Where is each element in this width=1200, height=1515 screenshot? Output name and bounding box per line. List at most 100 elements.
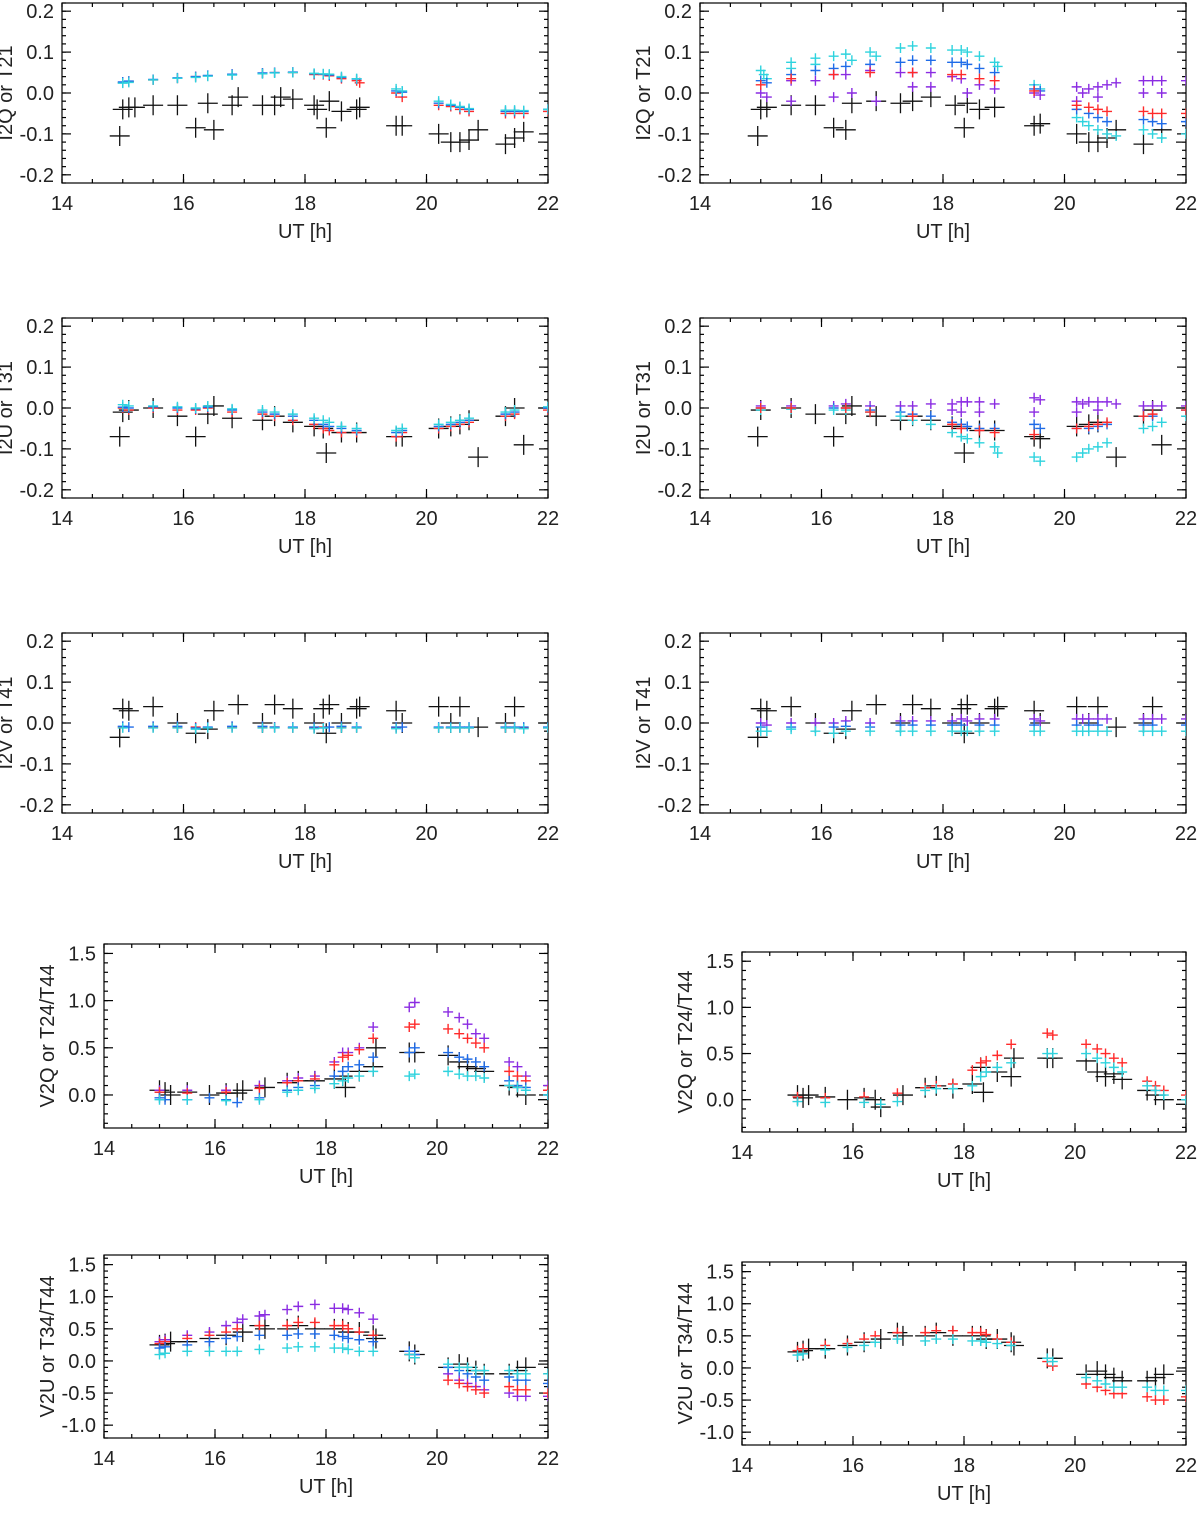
data-point-red: [462, 1033, 473, 1044]
data-point-cyan: [309, 723, 320, 734]
data-point-cyan: [269, 67, 280, 78]
data-point-purple: [1111, 77, 1122, 88]
data-point-cyan: [318, 722, 329, 733]
data-point-red: [907, 411, 918, 422]
data-point-cyan: [865, 47, 876, 58]
data-point-black: [823, 426, 844, 447]
y-tick-label: 0.1: [664, 357, 692, 379]
data-point-red: [931, 1325, 942, 1336]
data-point-blue: [895, 57, 906, 68]
data-point-black: [954, 117, 975, 138]
data-point-red: [443, 1023, 454, 1034]
data-point-cyan: [992, 61, 1003, 72]
x-tick-label: 22: [537, 1448, 559, 1470]
data-point-cyan: [504, 1365, 515, 1376]
data-point-cyan: [1147, 421, 1158, 432]
x-axis-label: UT [h]: [916, 221, 970, 243]
data-point-cyan: [947, 45, 958, 56]
data-point-black: [1095, 1066, 1116, 1087]
data-point-black: [459, 130, 480, 151]
data-point-cyan: [117, 722, 128, 733]
series-purple: [154, 997, 548, 1096]
x-tick-label: 22: [537, 1138, 559, 1160]
data-point-cyan: [975, 1071, 986, 1082]
data-point-purple: [1077, 88, 1088, 98]
series-blue: [117, 67, 548, 117]
data-point-cyan: [433, 419, 444, 430]
data-point-cyan: [1102, 726, 1113, 737]
data-point-blue: [543, 1378, 548, 1389]
chart-panel-2: 14 16 18 20 22 -0.2 -0.1 0.0 0.1 0.2 UT [h] I2Q or …: [633, 1, 1197, 243]
data-point-black: [890, 93, 911, 114]
data-point-blue: [543, 722, 548, 733]
data-point-cyan: [232, 1346, 243, 1357]
data-point-black: [428, 696, 449, 717]
data-point-cyan: [1083, 726, 1094, 737]
data-point-black: [866, 406, 887, 427]
data-point-black: [1066, 696, 1087, 717]
plot-frame: [61, 317, 549, 499]
data-point-cyan: [454, 722, 465, 733]
series-cyan: [117, 722, 548, 735]
data-point-cyan: [269, 407, 280, 418]
data-point-purple: [1156, 88, 1167, 98]
data-point-cyan: [1092, 441, 1103, 452]
data-point-cyan: [293, 1341, 304, 1352]
data-point-cyan: [154, 1349, 165, 1360]
x-tick-label: 18: [294, 508, 316, 530]
data-point-cyan: [454, 101, 465, 112]
data-point-blue: [1029, 419, 1040, 430]
y-axis-label: I2Q or T21: [0, 45, 17, 140]
data-point-cyan: [464, 103, 475, 114]
data-point-purple: [947, 405, 958, 416]
data-point-cyan: [1181, 1385, 1186, 1396]
x-tick-label: 20: [415, 193, 437, 215]
chart-panel-10: 14 16 18 20 22 -1.0 -0.5 0.0 0.5 1.0 1.5 UT [h] V2U …: [675, 1261, 1197, 1505]
x-axis-label: UT [h]: [299, 1166, 353, 1188]
x-tick-label: 18: [294, 193, 316, 215]
data-point-red: [975, 1057, 986, 1068]
data-point-cyan: [543, 401, 548, 412]
data-point-cyan: [172, 73, 183, 84]
y-tick-label: 0.2: [26, 316, 54, 338]
y-tick-label: -1.0: [700, 1422, 734, 1444]
data-point-black: [902, 694, 923, 715]
data-point-cyan: [786, 724, 797, 735]
data-point-black: [504, 696, 525, 717]
data-point-red: [1158, 1395, 1169, 1406]
data-point-purple: [404, 1002, 415, 1013]
data-marks: [747, 392, 1186, 468]
data-point-black: [112, 99, 133, 120]
data-point-red: [254, 1083, 265, 1094]
series-red: [792, 1028, 1186, 1103]
series-black: [149, 1037, 548, 1110]
data-point-black: [282, 698, 303, 719]
data-point-cyan: [1102, 128, 1113, 139]
data-point-blue: [293, 1328, 304, 1339]
data-point-black: [750, 698, 771, 719]
series-cyan: [792, 1334, 1186, 1396]
data-point-cyan: [464, 722, 475, 733]
data-point-cyan: [1117, 1382, 1128, 1393]
x-tick-label: 16: [172, 193, 194, 215]
data-point-purple: [1181, 713, 1186, 724]
data-point-cyan: [257, 68, 268, 79]
data-point-purple: [462, 1019, 473, 1030]
data-point-purple: [368, 1314, 379, 1325]
data-point-red: [293, 1317, 304, 1328]
y-tick-label: 0.0: [26, 713, 54, 735]
data-point-red: [1071, 423, 1082, 434]
data-point-black: [109, 727, 130, 748]
data-point-cyan: [351, 423, 362, 434]
data-point-cyan: [287, 722, 298, 733]
data-point-cyan: [1138, 423, 1149, 434]
data-point-purple: [1092, 92, 1103, 103]
data-point-red: [947, 69, 958, 80]
data-point-red: [337, 1052, 348, 1063]
data-point-black: [228, 694, 249, 715]
data-point-red: [329, 1059, 340, 1070]
data-point-red: [254, 1320, 265, 1331]
data-point-red: [1047, 1030, 1058, 1041]
data-point-cyan: [368, 1346, 379, 1357]
data-point-black: [316, 443, 337, 463]
